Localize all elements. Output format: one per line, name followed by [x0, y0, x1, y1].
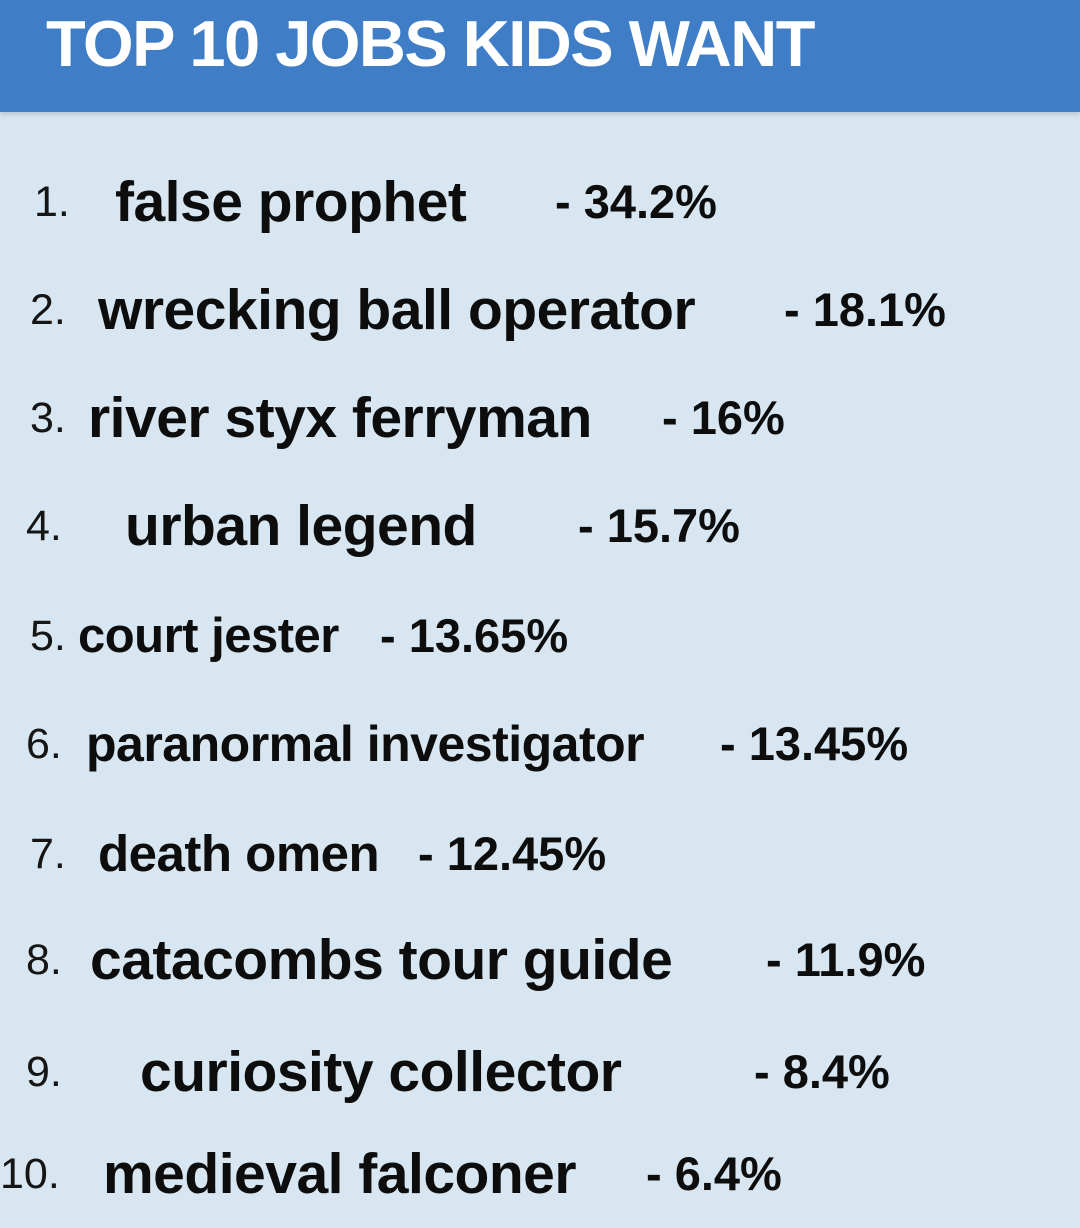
item-job: curiosity collector — [140, 1040, 622, 1104]
list-item: 7. death omen - 12.45% — [0, 814, 1080, 894]
item-number: 10. — [0, 1150, 60, 1198]
item-number: 9. — [26, 1048, 62, 1096]
list-item: 8. catacombs tour guide - 11.9% — [0, 920, 1080, 1000]
item-percent: - 8.4% — [754, 1045, 890, 1098]
item-percent: - 15.7% — [578, 499, 740, 552]
item-percent: - 16% — [662, 391, 785, 444]
item-number: 1. — [34, 178, 70, 226]
item-job: medieval falconer — [103, 1142, 577, 1206]
item-job: false prophet — [115, 170, 467, 234]
page-title: TOP 10 JOBS KIDS WANT — [46, 7, 815, 80]
list-item: 3. river styx ferryman - 16% — [0, 378, 1080, 458]
item-number: 2. — [30, 286, 66, 334]
item-number: 8. — [26, 936, 62, 984]
item-percent: - 34.2% — [555, 175, 717, 228]
item-job: court jester — [78, 609, 339, 663]
list-item: 5. court jester - 13.65% — [0, 596, 1080, 676]
item-percent: - 13.45% — [720, 717, 909, 770]
list-item: 10. medieval falconer - 6.4% — [0, 1134, 1080, 1214]
list-item: 4. urban legend - 15.7% — [0, 486, 1080, 566]
item-percent: - 13.65% — [380, 609, 569, 662]
item-job: river styx ferryman — [88, 386, 592, 450]
item-job: catacombs tour guide — [90, 928, 673, 992]
item-number: 7. — [30, 830, 66, 878]
list-item: 9. curiosity collector - 8.4% — [0, 1032, 1080, 1112]
item-job: paranormal investigator — [86, 716, 645, 772]
item-percent: - 12.45% — [418, 827, 607, 880]
list-item: 1. false prophet - 34.2% — [0, 162, 1080, 242]
item-percent: - 11.9% — [766, 933, 926, 986]
item-number: 4. — [26, 502, 62, 550]
item-percent: - 18.1% — [784, 283, 946, 336]
title-banner: TOP 10 JOBS KIDS WANT — [0, 0, 1080, 112]
item-number: 5. — [30, 612, 66, 660]
item-job: wrecking ball operator — [98, 278, 696, 342]
item-number: 6. — [26, 720, 62, 768]
item-job: urban legend — [125, 494, 477, 558]
item-job: death omen — [98, 825, 380, 882]
item-number: 3. — [30, 394, 66, 442]
list-item: 6. paranormal investigator - 13.45% — [0, 704, 1080, 784]
list-item: 2. wrecking ball operator - 18.1% — [0, 270, 1080, 350]
item-percent: - 6.4% — [646, 1147, 782, 1200]
